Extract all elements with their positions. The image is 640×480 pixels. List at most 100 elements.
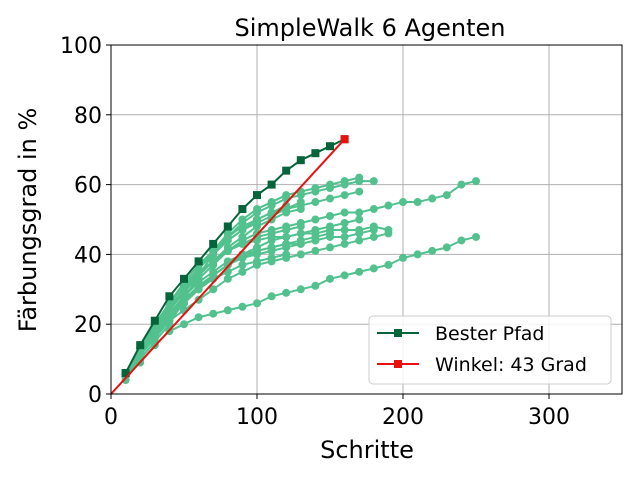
run-point (369, 177, 378, 186)
run-point (428, 194, 437, 203)
run-point (223, 306, 232, 315)
x-tick-label: 0 (104, 405, 118, 430)
run-point (136, 351, 145, 360)
chart-title: SimpleWalk 6 Agenten (235, 14, 506, 42)
legend: Bester Pfad Winkel: 43 Grad (368, 315, 612, 385)
run-point (180, 299, 188, 308)
run-point (253, 232, 261, 241)
run-point (238, 222, 247, 231)
run-point (399, 253, 407, 262)
run-point (282, 243, 291, 252)
y-axis-ticks: 0 20 40 60 80 100 (60, 34, 111, 408)
run-point (267, 253, 276, 262)
run-point (326, 229, 334, 238)
y-tick-label: 40 (74, 243, 102, 268)
run-point (413, 198, 422, 207)
run-point (369, 205, 378, 214)
run-point (355, 236, 364, 245)
y-axis-label: Färbungsgrad in % (14, 108, 42, 333)
legend-angle-label: Winkel: 43 Grad (435, 354, 587, 376)
run-point (223, 260, 232, 269)
run-point (384, 201, 393, 210)
run-point (311, 198, 320, 207)
run-point (209, 309, 218, 318)
run-point (355, 173, 364, 182)
run-point (311, 281, 320, 290)
run-point (209, 246, 218, 255)
run-point (326, 243, 334, 252)
best-path-series (121, 135, 349, 378)
run-point (369, 264, 378, 273)
run-point (238, 267, 247, 276)
run-point (238, 260, 247, 269)
legend-best-marker (394, 329, 402, 337)
run-point (369, 232, 378, 241)
best-path-point (180, 274, 188, 283)
run-point (253, 257, 261, 266)
run-point (326, 274, 334, 283)
run-point (355, 229, 364, 238)
run-point (355, 215, 364, 224)
best-path-point (165, 292, 174, 301)
run-point (209, 285, 218, 294)
x-axis-ticks: 0 100 200 300 (104, 394, 570, 430)
legend-best-label: Bester Pfad (435, 323, 544, 345)
best-path-point (238, 205, 247, 214)
run-point (282, 250, 291, 259)
run-point (340, 208, 349, 217)
run-point (282, 232, 291, 241)
x-axis-label: Schritte (320, 436, 414, 464)
run-point (194, 313, 203, 322)
run-point (457, 236, 466, 245)
run-point (282, 205, 291, 214)
run-point (296, 239, 305, 248)
plot-frame (110, 44, 623, 395)
run-point (150, 334, 159, 343)
run-point (267, 229, 276, 238)
run-point (311, 184, 320, 193)
run-point (238, 215, 247, 224)
run-point (326, 212, 334, 221)
run-point (180, 320, 188, 329)
run-point (209, 257, 218, 266)
best-path-point (209, 239, 218, 248)
best-path-point (136, 341, 145, 350)
run-point (253, 222, 261, 231)
run-point (442, 243, 451, 252)
run-point (472, 177, 480, 186)
angle-line (110, 138, 346, 395)
y-tick-label: 20 (74, 313, 102, 338)
y-tick-label: 100 (60, 34, 102, 59)
run-point (267, 198, 276, 207)
best-path-point (150, 316, 159, 325)
run-point (223, 246, 232, 255)
run-point (238, 302, 247, 311)
run-point (267, 236, 276, 245)
run-point (267, 208, 276, 217)
run-series-group (121, 173, 480, 385)
run-point (311, 236, 320, 245)
run-point (296, 285, 305, 294)
run-point (340, 191, 349, 200)
run-point (165, 309, 174, 318)
run-point (384, 260, 393, 269)
run-point (238, 232, 247, 241)
best-path-point (253, 191, 261, 200)
run-point (340, 225, 349, 234)
run-point (296, 229, 305, 238)
best-path-point (282, 166, 291, 175)
run-point (253, 243, 261, 252)
run-point (355, 267, 364, 276)
run-point (311, 225, 320, 234)
run-point (428, 246, 437, 255)
best-path-point (121, 369, 130, 378)
best-path-point (267, 180, 276, 189)
run-point (413, 250, 422, 259)
run-point (296, 222, 305, 231)
run-point (340, 271, 349, 280)
run-point (355, 187, 364, 196)
run-point (457, 180, 466, 189)
run-point (472, 232, 480, 241)
x-tick-label: 300 (528, 405, 570, 430)
run-point (311, 215, 320, 224)
